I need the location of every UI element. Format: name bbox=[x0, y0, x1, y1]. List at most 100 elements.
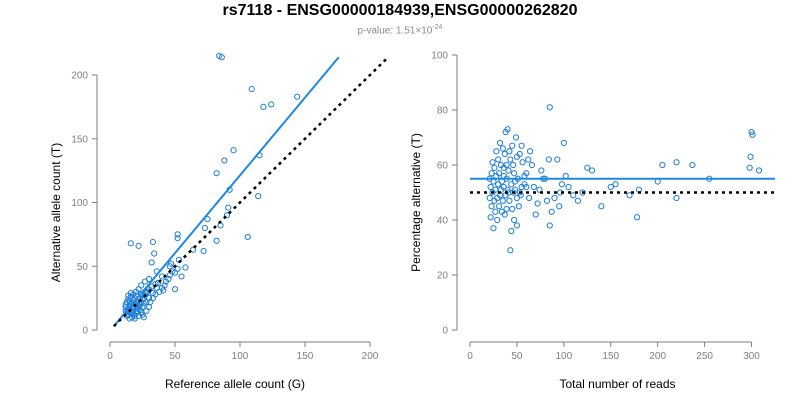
right-data-point bbox=[491, 164, 498, 171]
left-data-point bbox=[153, 284, 160, 292]
right-data-point bbox=[487, 214, 494, 221]
left-data-point bbox=[135, 242, 142, 249]
right-data-point bbox=[548, 208, 555, 215]
right-data-point bbox=[506, 148, 513, 155]
right-data-point bbox=[495, 203, 503, 210]
left-fit-line bbox=[113, 56, 340, 327]
right-data-point bbox=[598, 203, 605, 210]
right-data-point bbox=[519, 159, 526, 166]
left-y-tick-label: 100 bbox=[71, 198, 88, 209]
right-data-point bbox=[545, 156, 552, 163]
right-data-point bbox=[565, 183, 572, 191]
left-data-point bbox=[145, 303, 153, 311]
left-x-tick-label: 100 bbox=[232, 351, 249, 362]
right-data-point bbox=[518, 142, 525, 149]
p-value-text: p-value: 1.51×10 bbox=[357, 25, 433, 37]
left-data-point bbox=[248, 85, 255, 93]
right-data-point bbox=[526, 194, 533, 202]
right-data-point bbox=[491, 197, 498, 204]
right-x-tick-label: 50 bbox=[511, 351, 523, 362]
left-data-point bbox=[174, 231, 181, 238]
right-data-point bbox=[526, 148, 534, 155]
right-data-point bbox=[511, 216, 518, 224]
right-data-point bbox=[516, 189, 523, 196]
left-data-point bbox=[138, 291, 145, 298]
left-data-point bbox=[140, 314, 147, 321]
p-value-exponent: -24 bbox=[432, 24, 443, 31]
right-data-point bbox=[551, 194, 558, 202]
right-data-point bbox=[505, 167, 512, 174]
right-data-point bbox=[489, 159, 496, 166]
left-data-point bbox=[178, 273, 185, 280]
left-data-point bbox=[225, 204, 232, 211]
right-data-point bbox=[556, 203, 563, 210]
left-data-point bbox=[221, 157, 228, 164]
right-data-point bbox=[749, 131, 756, 138]
chart-subtitle: p-value: 1.51×10-24 bbox=[0, 24, 800, 36]
right-data-point bbox=[626, 192, 633, 199]
left-data-point bbox=[223, 212, 231, 219]
left-reference-line bbox=[113, 57, 388, 328]
right-data-point bbox=[513, 194, 521, 202]
right-data-point bbox=[511, 170, 518, 177]
right-data-point bbox=[501, 150, 508, 158]
right-data-point bbox=[507, 247, 514, 254]
right-data-point bbox=[495, 156, 502, 163]
right-data-point bbox=[496, 139, 504, 147]
right-data-point bbox=[488, 170, 495, 177]
right-data-point bbox=[588, 167, 596, 174]
right-data-point bbox=[558, 181, 566, 188]
right-data-point bbox=[510, 161, 517, 169]
left-data-point bbox=[171, 269, 179, 276]
left-data-point bbox=[127, 289, 134, 297]
left-data-point bbox=[174, 235, 181, 242]
right-data-point bbox=[584, 164, 591, 171]
left-data-point bbox=[131, 315, 138, 322]
right-data-point bbox=[516, 150, 523, 158]
right-data-point bbox=[510, 189, 517, 196]
right-data-point bbox=[512, 134, 520, 141]
right-x-axis-title: Total number of reads bbox=[559, 377, 675, 391]
right-data-point bbox=[498, 208, 506, 215]
right-data-point bbox=[507, 156, 514, 163]
left-data-point bbox=[213, 170, 220, 177]
left-y-tick-label: 150 bbox=[71, 134, 88, 145]
right-data-point bbox=[490, 225, 497, 232]
left-data-point bbox=[149, 238, 156, 246]
right-data-point bbox=[538, 167, 545, 174]
right-data-point bbox=[554, 156, 561, 163]
right-data-point bbox=[492, 208, 499, 215]
right-data-point bbox=[528, 161, 536, 169]
right-data-point bbox=[755, 167, 763, 174]
left-plot: 0 50 100 150 200 0 50 100 150 200 Reference allele… bbox=[49, 52, 388, 391]
right-data-point bbox=[499, 145, 506, 152]
left-data-point bbox=[260, 103, 267, 110]
left-data-point bbox=[182, 264, 189, 271]
left-data-point bbox=[165, 275, 172, 283]
left-data-point bbox=[217, 222, 224, 229]
left-data-point bbox=[294, 93, 301, 100]
left-data-point bbox=[268, 101, 275, 108]
left-data-point bbox=[216, 52, 223, 59]
right-data-point bbox=[503, 205, 510, 213]
right-data-point bbox=[673, 159, 680, 166]
right-data-point bbox=[546, 104, 553, 111]
right-data-point bbox=[612, 181, 619, 188]
right-x-tick-label: 0 bbox=[467, 351, 473, 362]
right-data-point bbox=[513, 222, 521, 229]
right-x-tick-label: 100 bbox=[556, 351, 573, 362]
right-y-axis-title: Percentage alternative (T) bbox=[409, 133, 423, 272]
left-data-point bbox=[148, 259, 155, 266]
left-y-tick-label: 50 bbox=[77, 262, 89, 273]
right-data-point bbox=[493, 148, 500, 155]
right-data-point bbox=[746, 164, 753, 171]
left-data-point bbox=[139, 303, 146, 311]
right-data-point bbox=[518, 183, 525, 191]
right-y-tick-label: 20 bbox=[437, 271, 449, 282]
right-data-point bbox=[659, 161, 666, 169]
left-x-tick-label: 0 bbox=[107, 351, 113, 362]
left-data-point bbox=[204, 215, 211, 223]
right-data-point bbox=[523, 183, 530, 191]
right-data-point bbox=[530, 183, 537, 191]
